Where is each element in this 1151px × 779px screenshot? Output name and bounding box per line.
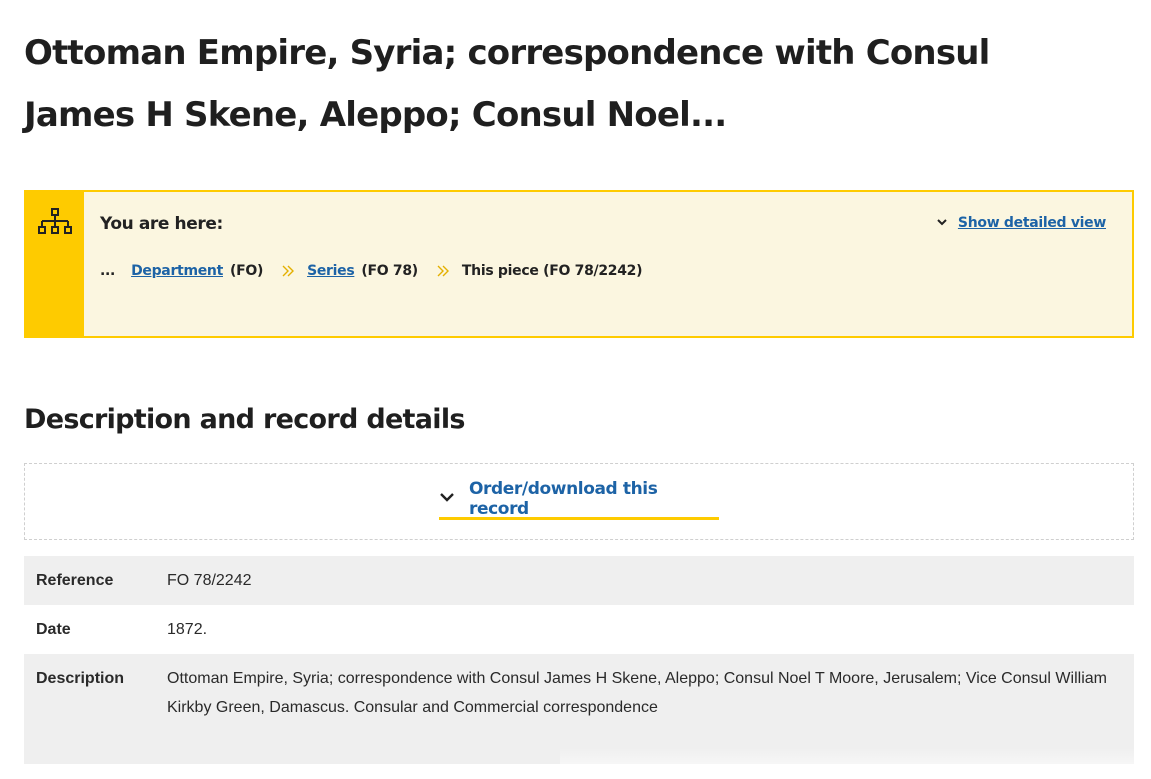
breadcrumb-stripe bbox=[26, 192, 84, 336]
bottom-fade-overlay bbox=[560, 748, 1151, 779]
page-title: Ottoman Empire, Syria; correspondence wi… bbox=[24, 33, 990, 135]
breadcrumb-heading: You are here: bbox=[100, 214, 223, 234]
show-detailed-view-button[interactable]: Show detailed view bbox=[936, 214, 1106, 232]
double-chevron-right-icon bbox=[436, 265, 450, 277]
chevron-down-icon bbox=[936, 214, 948, 232]
order-panel: Order/download this record bbox=[24, 463, 1134, 540]
detail-row-reference: Reference FO 78/2242 bbox=[24, 556, 1134, 605]
breadcrumb-current: This piece (FO 78/2242) bbox=[461, 263, 643, 279]
breadcrumb-code-series: (FO 78) bbox=[361, 263, 418, 279]
breadcrumb: ... Department (FO) Series (FO 78) This … bbox=[100, 263, 643, 279]
breadcrumb-link-department[interactable]: Department bbox=[131, 263, 223, 279]
record-details-table: Reference FO 78/2242 Date 1872. Descript… bbox=[24, 556, 1134, 764]
detail-row-description: Description Ottoman Empire, Syria; corre… bbox=[24, 654, 1134, 764]
detail-label: Reference bbox=[36, 572, 114, 589]
breadcrumb-link-series[interactable]: Series bbox=[307, 263, 355, 279]
order-download-label[interactable]: Order/download this record bbox=[469, 478, 658, 519]
detail-value: 1872. bbox=[167, 621, 208, 638]
double-chevron-right-icon bbox=[281, 265, 295, 277]
detail-value: Ottoman Empire, Syria; correspondence wi… bbox=[167, 670, 1107, 716]
detail-value: FO 78/2242 bbox=[167, 572, 252, 589]
show-detailed-view-label[interactable]: Show detailed view bbox=[957, 215, 1106, 231]
hierarchy-icon bbox=[37, 207, 73, 242]
breadcrumb-panel: You are here: Show detailed view ... Dep… bbox=[24, 190, 1134, 338]
breadcrumb-code-department: (FO) bbox=[230, 263, 264, 279]
chevron-down-icon bbox=[439, 490, 455, 508]
detail-label: Description bbox=[36, 670, 125, 687]
detail-label: Date bbox=[36, 621, 71, 638]
breadcrumb-ellipsis: ... bbox=[100, 263, 116, 279]
section-title: Description and record details bbox=[24, 404, 465, 435]
order-download-button[interactable]: Order/download this record bbox=[439, 479, 719, 520]
detail-row-date: Date 1872. bbox=[24, 605, 1134, 654]
